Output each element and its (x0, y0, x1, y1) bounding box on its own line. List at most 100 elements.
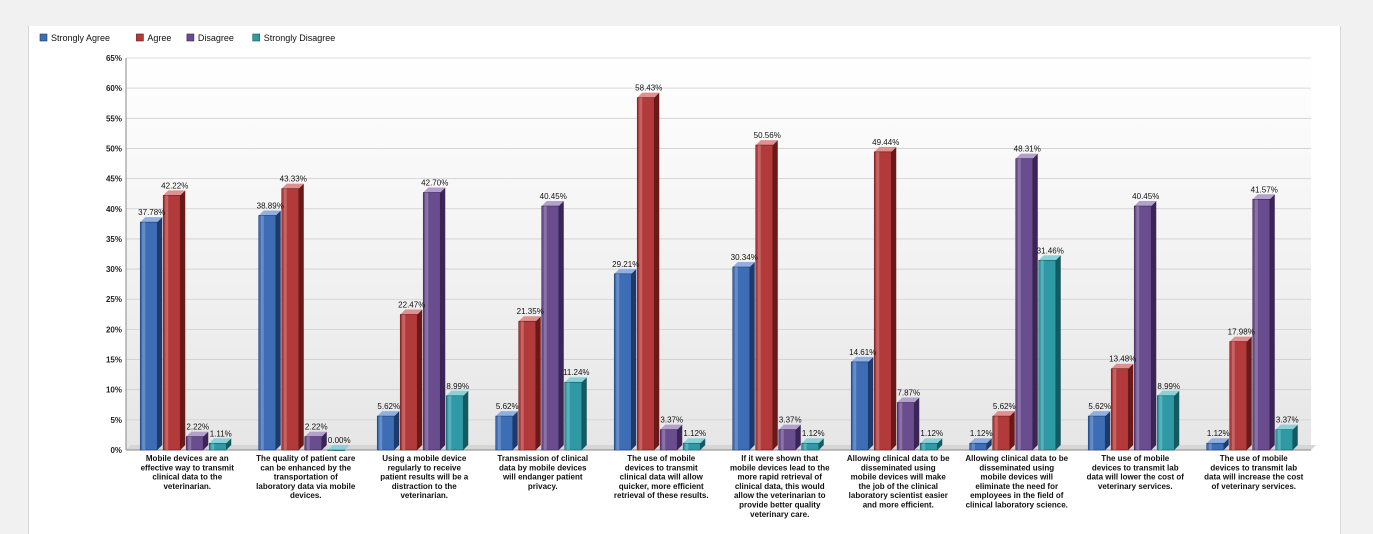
bar-side (321, 431, 327, 450)
y-tick-label-7: 35% (106, 235, 122, 244)
bar-front (919, 442, 938, 451)
bar-front (659, 429, 678, 451)
bar-side (795, 424, 801, 450)
bar-side (157, 217, 163, 450)
survey-bar-chart: Strongly Agree Agree Disagree Strongly Disa… (39, 33, 1316, 519)
category-label-line: regularly to receive (388, 463, 462, 472)
bar-top (495, 411, 518, 417)
bar-top (186, 431, 209, 437)
legend-label-1: Agree (147, 33, 171, 43)
data-label-4-3: 1.12% (683, 429, 706, 438)
bar-1-0 (258, 210, 281, 451)
bar-highlight (1136, 206, 1140, 450)
data-labels: 37.78%42.22%2.22%1.11%38.89%43.33%2.22%0… (138, 84, 1298, 445)
category-label-line: veterinarian. (400, 491, 448, 500)
bar-side (394, 411, 400, 450)
bar-highlight (306, 436, 310, 450)
y-tick-label-6: 30% (106, 265, 122, 274)
bar-top (1229, 336, 1252, 342)
bar-front (376, 415, 395, 451)
category-label-line: Mobile devices are an (146, 454, 229, 463)
bar-front (682, 442, 701, 451)
bar-5-2 (778, 424, 801, 451)
bar-highlight (211, 443, 215, 450)
bar-top (140, 217, 163, 223)
bar-side (772, 140, 778, 451)
bar-top (304, 431, 327, 437)
bar-front (1156, 395, 1175, 451)
data-label-0-1: 42.22% (161, 181, 188, 190)
y-tick-label-13: 65% (106, 54, 122, 63)
bar-side (868, 356, 874, 450)
bar-side (1174, 390, 1180, 450)
category-label-3: Transmission of clinical data by mobile d… (497, 454, 588, 491)
data-label-8-1: 13.48% (1109, 355, 1136, 364)
bar-front (208, 443, 227, 451)
category-label-line: laboratory data via mobile (256, 482, 356, 491)
bar-highlight (853, 361, 857, 450)
bar-front (304, 436, 323, 451)
y-tick-label-5: 25% (106, 295, 122, 304)
legend-swatch-1 (136, 33, 144, 42)
bar-9-2 (1252, 194, 1275, 451)
bar-side (275, 210, 281, 450)
bar-0-2 (185, 431, 209, 451)
bar-highlight (379, 416, 383, 450)
category-label-line: The use of mobile (1101, 454, 1170, 463)
bar-front (613, 273, 632, 451)
bar-front (185, 436, 204, 451)
bar-highlight (1090, 416, 1094, 450)
bar-9-0 (1206, 438, 1229, 451)
bar-highlight (757, 145, 761, 451)
bar-front (1229, 341, 1248, 451)
bar-top (1111, 363, 1134, 369)
bar-top (897, 397, 920, 403)
category-label-6: Allowing clinical data to be disseminated… (847, 454, 950, 510)
category-label-line: The use of mobile (1220, 454, 1289, 463)
category-label-line: mobile devices will (981, 473, 1053, 482)
bar-top (1088, 411, 1111, 417)
category-label-line: If it were shown that (741, 454, 818, 463)
data-label-3-2: 40.45% (540, 192, 567, 201)
bar-highlight (639, 97, 643, 450)
bar-front (1015, 158, 1034, 451)
bar-side (1223, 438, 1229, 450)
bar-side (535, 316, 541, 450)
y-tick-label-9: 45% (106, 175, 122, 184)
data-label-1-0: 38.89% (257, 201, 284, 210)
chart-legend: Strongly Agree Agree Disagree Strongly Disa… (39, 33, 335, 43)
legend-swatch-0 (39, 33, 48, 42)
bar-front (422, 192, 441, 451)
bar-highlight (425, 192, 429, 451)
bar-4-1 (636, 92, 660, 451)
bar-top (660, 424, 683, 430)
category-label-line: patient results will be a (380, 473, 469, 482)
bar-side (891, 146, 897, 450)
bar-highlight (1254, 199, 1258, 450)
data-label-4-0: 29.21% (612, 260, 639, 269)
bar-side (558, 201, 564, 450)
bar-3-1 (518, 316, 541, 451)
bar-7-0 (969, 438, 992, 451)
category-label-8: The use of mobile devices to transmit lab… (1087, 454, 1185, 491)
bars (139, 92, 1298, 451)
data-label-0-0: 37.78% (138, 208, 165, 217)
bar-6-3 (919, 438, 943, 451)
bar-front (1275, 429, 1294, 451)
bar-top (281, 183, 304, 189)
bar-highlight (899, 402, 903, 450)
bar-front (518, 320, 537, 451)
category-label-0: Mobile devices are an effective way to tr… (141, 454, 235, 491)
bar-top (1252, 194, 1275, 200)
y-tick-label-1: 5% (110, 416, 122, 425)
data-label-7-0: 1.12% (970, 429, 993, 438)
bar-top (1134, 201, 1157, 207)
bar-8-2 (1133, 201, 1157, 451)
bar-2-0 (376, 411, 400, 451)
bar-front (445, 395, 464, 451)
bar-2-2 (422, 187, 446, 451)
category-label-line: Allowing clinical data to be (847, 454, 950, 463)
bar-highlight (283, 188, 287, 450)
bar-front (755, 144, 774, 451)
data-label-2-3: 8.99% (446, 382, 469, 391)
